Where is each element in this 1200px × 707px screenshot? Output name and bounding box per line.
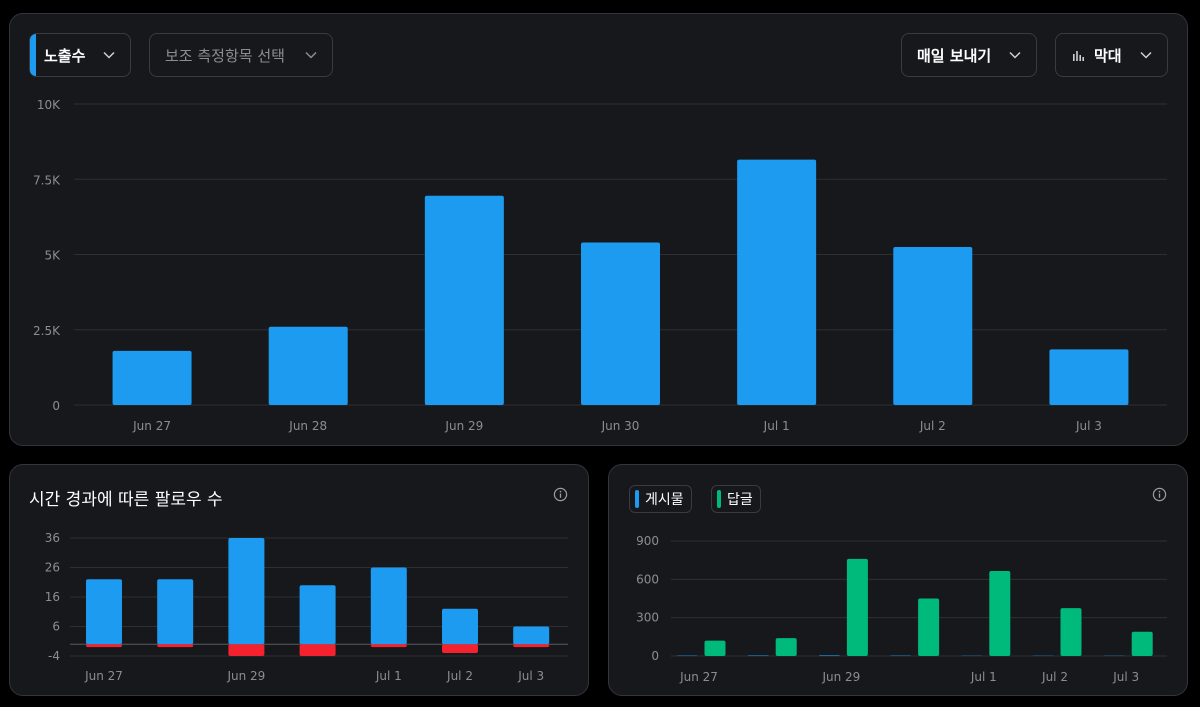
bar (737, 159, 817, 405)
x-tick-label: Jul 2 (446, 669, 473, 683)
y-tick-label: 900 (636, 534, 659, 548)
chart-type-label: 막대 (1094, 46, 1122, 65)
bar (513, 626, 550, 645)
y-tick-label: 5K (44, 249, 61, 263)
chevron-down-icon (1009, 51, 1021, 59)
bar-replies (1060, 608, 1082, 656)
export-label: 매일 보내기 (917, 46, 992, 65)
x-tick-label: Jun 30 (601, 419, 640, 433)
bar-replies (846, 558, 868, 656)
bar (157, 579, 194, 645)
x-tick-label: Jul 3 (1112, 670, 1139, 684)
x-tick-label: Jun 29 (821, 670, 860, 684)
impressions-panel: 노출수 보조 측정항목 선택 매일 보내기 막대 0 2.5K 5K 7.5K 10K J… (9, 13, 1188, 446)
y-tick-label: -4 (48, 649, 60, 663)
y-tick-label: 6 (52, 620, 60, 634)
chart-type-button[interactable]: 막대 (1055, 33, 1168, 77)
y-tick-label: 10K (37, 98, 61, 112)
bar-posts (747, 655, 769, 656)
bar-replies (989, 571, 1011, 656)
y-tick-label: 0 (651, 649, 659, 663)
legend-replies-label: 답글 (727, 492, 753, 508)
bar (581, 242, 660, 405)
bar-negative (157, 644, 194, 648)
chevron-down-icon (103, 51, 115, 59)
y-tick-label: 36 (45, 531, 60, 545)
x-tick-label: Jul 1 (970, 670, 997, 684)
x-tick-label: Jul 2 (919, 419, 946, 433)
followers-panel: 시간 경과에 따른 팔로우 수 -4 6 16 26 36 Jun 27 Jun 29 Jul… (9, 464, 589, 696)
x-tick-label: Jun 28 (288, 419, 327, 433)
bar-replies (775, 638, 797, 656)
bar-posts (818, 655, 840, 656)
bar-negative (86, 644, 122, 648)
y-tick-label: 7.5K (33, 173, 61, 187)
x-tick-label: Jul 3 (1075, 419, 1102, 433)
chevron-down-icon (1140, 51, 1152, 59)
bar-replies (704, 640, 726, 656)
secondary-metric-label: 보조 측정항목 선택 (165, 46, 285, 65)
bar (1049, 349, 1129, 405)
info-icon[interactable] (553, 487, 568, 502)
followers-title: 시간 경과에 따른 팔로우 수 (29, 490, 223, 510)
secondary-metric-select-button[interactable]: 보조 측정항목 선택 (149, 33, 333, 77)
bar (442, 608, 478, 645)
x-tick-label: Jun 29 (444, 419, 483, 433)
bar (228, 538, 265, 645)
bar (370, 567, 407, 645)
bar-chart-icon (1073, 51, 1084, 61)
y-tick-label: 2.5K (33, 324, 61, 338)
bar (112, 350, 192, 405)
bar-negative (513, 644, 550, 648)
bar-replies (1131, 631, 1153, 656)
impressions-chart: 0 2.5K 5K 7.5K 10K Jun 27 Jun 28 Jun 29 Jun 30 Ju… (33, 98, 1167, 433)
bar (86, 579, 122, 645)
x-tick-label: Jul 3 (517, 669, 544, 683)
bar-negative (442, 644, 478, 654)
y-tick-label: 16 (45, 590, 60, 604)
bar (299, 585, 336, 645)
x-tick-label: Jul 2 (1041, 670, 1068, 684)
info-icon[interactable] (1152, 487, 1167, 502)
bar-replies (918, 598, 940, 656)
posts-replies-chart: 0 300 600 900 Jun 27 Jun 29 Jul 1 Jul 2 Jul 3 (636, 534, 1167, 684)
metric-label: 노출수 (44, 46, 86, 65)
x-tick-label: Jul 1 (375, 669, 402, 683)
posts-replies-panel: 게시물 답글 0 300 600 900 Jun 27 Jun 29 Jul 1 Jul 2 J… (608, 464, 1188, 696)
legend-posts-label: 게시물 (645, 492, 684, 508)
y-tick-label: 0 (52, 399, 60, 413)
bar (424, 195, 504, 405)
chevron-down-icon (305, 51, 317, 59)
y-tick-label: 26 (45, 561, 60, 575)
x-tick-label: Jul 1 (763, 419, 790, 433)
bar-negative (299, 644, 336, 656)
y-tick-label: 300 (636, 611, 659, 625)
legend-replies-swatch (717, 490, 721, 508)
metric-select-button[interactable]: 노출수 (29, 33, 131, 77)
bar-negative (228, 644, 265, 656)
x-tick-label: Jun 27 (84, 669, 123, 683)
x-tick-label: Jun 29 (226, 669, 265, 683)
bar-negative (370, 644, 407, 648)
legend-posts-swatch (635, 490, 639, 508)
bar (268, 326, 348, 405)
y-tick-label: 600 (636, 572, 659, 586)
bar (893, 246, 973, 405)
x-tick-label: Jun 27 (132, 419, 171, 433)
followers-chart: -4 6 16 26 36 Jun 27 Jun 29 Jul 1 Jul 2 Jul 3 (45, 531, 568, 683)
x-tick-label: Jun 27 (679, 670, 718, 684)
legend-posts[interactable]: 게시물 (629, 485, 692, 513)
export-daily-button[interactable]: 매일 보내기 (901, 33, 1037, 77)
metric-accent (30, 34, 36, 76)
legend-replies[interactable]: 답글 (711, 485, 761, 513)
